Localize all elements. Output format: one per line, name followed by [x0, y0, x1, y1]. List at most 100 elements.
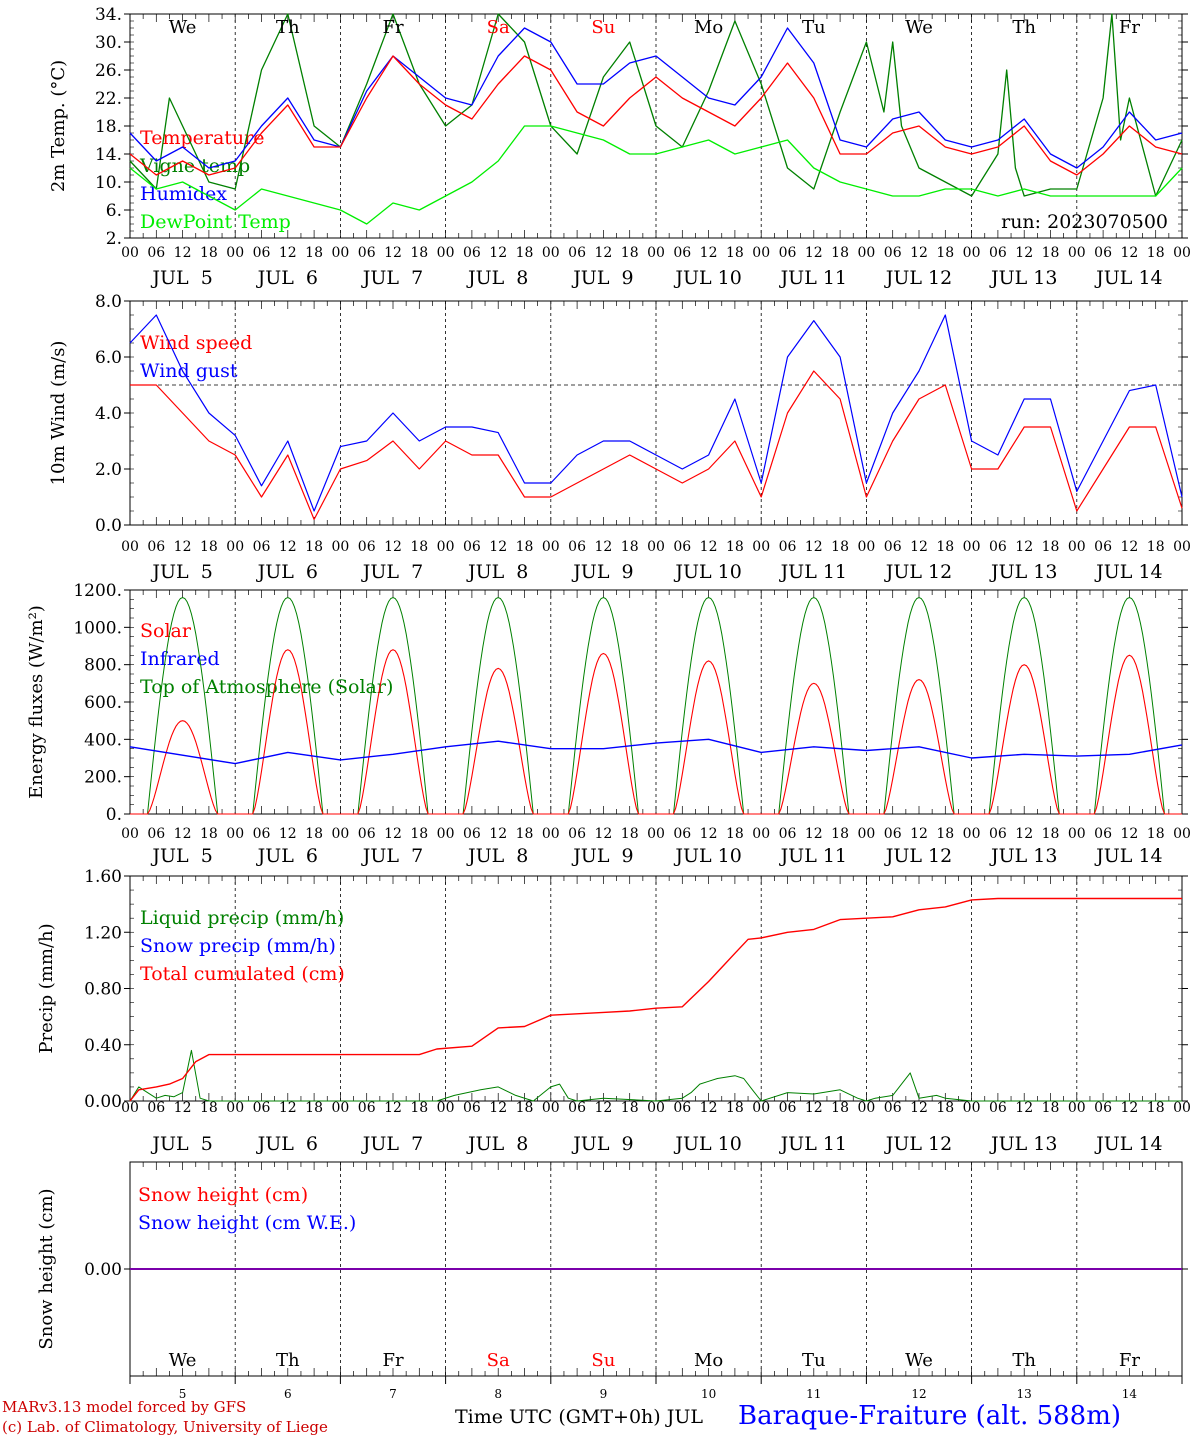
hour-tick-label: 00: [1173, 1100, 1191, 1116]
hour-tick-label: 06: [989, 245, 1007, 261]
bottom-day-number: 11: [806, 1387, 821, 1401]
hour-tick-label: 12: [1120, 826, 1138, 842]
y-tick-label: 6.: [106, 201, 122, 221]
date-label: JUL 5: [150, 845, 212, 867]
y-tick-label: 2.0: [95, 460, 122, 480]
hour-tick-label: 06: [147, 1100, 165, 1116]
hour-tick-label: 12: [489, 245, 507, 261]
y-tick-label: 200.: [84, 768, 122, 788]
hour-tick-label: 18: [200, 1100, 218, 1116]
y-tick-label: 26.: [95, 61, 122, 81]
day-name-label: We: [905, 17, 933, 38]
hour-tick-label: 00: [963, 245, 981, 261]
date-label: JUL 7: [361, 561, 423, 583]
hour-tick-label: 06: [1094, 539, 1112, 555]
hour-tick-label: 00: [121, 539, 139, 555]
bottom-day-number: 6: [284, 1387, 292, 1401]
hour-tick-label: 18: [726, 826, 744, 842]
hour-tick-label: 00: [542, 1100, 560, 1116]
date-label: JUL 14: [1094, 561, 1162, 583]
hour-tick-label: 00: [542, 539, 560, 555]
date-label: JUL 6: [256, 267, 318, 289]
date-label: JUL 7: [361, 845, 423, 867]
bottom-day-number: 14: [1122, 1387, 1138, 1401]
hour-tick-label: 18: [831, 539, 849, 555]
bottom-day-number: 12: [911, 1387, 926, 1401]
hour-tick-label: 06: [568, 539, 586, 555]
hour-tick-label: 00: [542, 245, 560, 261]
series-solar: [130, 649, 1182, 815]
hour-tick-label: 00: [647, 539, 665, 555]
day-name-label: Th: [1012, 1350, 1036, 1371]
date-label: JUL 10: [673, 845, 741, 867]
hour-tick-label: 12: [174, 1100, 192, 1116]
legend-entry: Total cumulated (cm): [140, 963, 345, 985]
day-name-label: Fr: [382, 1350, 403, 1371]
hour-tick-label: 18: [936, 1100, 954, 1116]
hour-tick-label: 06: [1094, 826, 1112, 842]
legend-entry: Snow height (cm): [138, 1184, 308, 1206]
hour-tick-label: 00: [1068, 245, 1086, 261]
series-infrared: [129, 738, 1183, 765]
hour-tick-label: 00: [1173, 245, 1191, 261]
hour-tick-label: 06: [989, 539, 1007, 555]
panel-frame: [129, 300, 1183, 526]
hour-tick-label: 00: [752, 245, 770, 261]
hour-tick-label: 18: [1147, 245, 1165, 261]
day-name-label: Fr: [1119, 1350, 1140, 1371]
run-label: run: 2023070500: [1001, 211, 1168, 233]
hour-tick-label: 00: [647, 245, 665, 261]
hour-tick-label: 12: [1015, 539, 1033, 555]
y-tick-label: 14.: [95, 145, 122, 165]
hour-tick-label: 06: [884, 1100, 902, 1116]
hour-tick-label: 12: [489, 539, 507, 555]
series-humidex: [129, 27, 1183, 169]
date-label: JUL 10: [673, 267, 741, 289]
date-label: JUL 14: [1094, 845, 1162, 867]
date-label: JUL 10: [673, 561, 741, 583]
bottom-day-number: 7: [389, 1387, 397, 1401]
hour-tick-label: 18: [726, 1100, 744, 1116]
legend-entry: DewPoint Temp: [140, 211, 291, 233]
date-label: JUL 11: [779, 561, 847, 583]
y-tick-label: 1.20: [84, 923, 122, 943]
hour-tick-label: 06: [1094, 1100, 1112, 1116]
date-label: JUL 13: [989, 267, 1057, 289]
hour-tick-label: 18: [1147, 539, 1165, 555]
legend-entry: Snow height (cm W.E.): [138, 1212, 356, 1234]
hour-tick-label: 18: [516, 245, 534, 261]
date-label: JUL 8: [466, 1133, 528, 1155]
day-name-label: Th: [276, 17, 300, 38]
legend-entry: Infrared: [140, 648, 220, 670]
hour-tick-label: 12: [594, 539, 612, 555]
y-tick-label: 8.0: [95, 292, 122, 312]
hour-tick-label: 06: [463, 539, 481, 555]
hour-tick-label: 00: [647, 1100, 665, 1116]
hour-tick-label: 06: [989, 1100, 1007, 1116]
hour-tick-label: 18: [1042, 539, 1060, 555]
date-label: JUL 12: [884, 267, 952, 289]
date-label: JUL 7: [361, 1133, 423, 1155]
hour-tick-label: 18: [516, 826, 534, 842]
hour-tick-label: 18: [410, 245, 428, 261]
date-label: JUL 12: [884, 1133, 952, 1155]
y-tick-label: 0.0: [95, 516, 122, 536]
hour-tick-label: 06: [463, 245, 481, 261]
hour-tick-label: 06: [673, 826, 691, 842]
hour-tick-label: 00: [331, 539, 349, 555]
y-tick-label: 10.: [95, 173, 122, 193]
hour-tick-label: 06: [779, 826, 797, 842]
hour-tick-label: 00: [437, 245, 455, 261]
hour-tick-label: 06: [884, 539, 902, 555]
hour-tick-label: 18: [831, 1100, 849, 1116]
hour-tick-label: 00: [226, 245, 244, 261]
hour-tick-label: 12: [384, 539, 402, 555]
hour-tick-label: 06: [253, 539, 271, 555]
hour-tick-label: 06: [463, 1100, 481, 1116]
hour-tick-label: 06: [147, 539, 165, 555]
time-axis-label: Time UTC (GMT+0h) JUL: [455, 1406, 703, 1428]
date-label: JUL 11: [779, 845, 847, 867]
y-tick-label: 6.0: [95, 348, 122, 368]
copyright-credit: (c) Lab. of Climatology, University of L…: [2, 1418, 328, 1436]
